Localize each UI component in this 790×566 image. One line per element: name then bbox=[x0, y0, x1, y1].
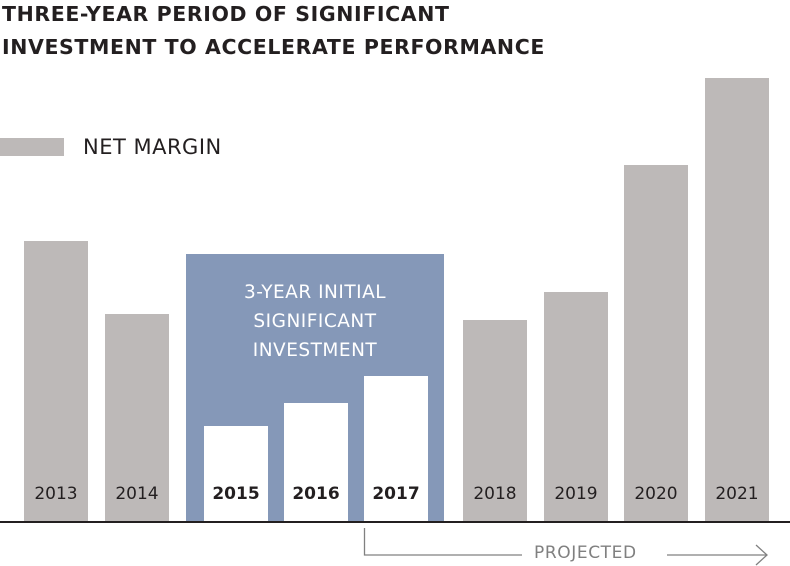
chart-title: THREE-YEAR PERIOD OF SIGNIFICANT INVESTM… bbox=[2, 0, 545, 64]
projected-bracket bbox=[363, 528, 522, 556]
bar-label-2021: 2021 bbox=[715, 484, 759, 504]
bar-label-2019: 2019 bbox=[554, 484, 598, 504]
bar-2019 bbox=[544, 292, 608, 522]
bar-2015 bbox=[204, 426, 268, 522]
legend-swatch bbox=[0, 138, 64, 156]
bar-2018 bbox=[463, 320, 527, 522]
bar-2020 bbox=[624, 165, 688, 522]
legend: NET MARGIN bbox=[0, 135, 222, 159]
bar-2016 bbox=[284, 403, 348, 522]
bar-label-2015: 2015 bbox=[212, 484, 260, 504]
legend-label: NET MARGIN bbox=[83, 135, 222, 159]
investment-highlight-label: 3-YEAR INITIAL SIGNIFICANT INVESTMENT bbox=[243, 282, 387, 361]
bar-label-2017: 2017 bbox=[372, 484, 420, 504]
projected-label: PROJECTED bbox=[534, 543, 637, 563]
bar-2013 bbox=[24, 241, 88, 522]
x-axis-line bbox=[0, 521, 790, 523]
bar-2021 bbox=[705, 78, 769, 522]
bar-label-2020: 2020 bbox=[634, 484, 678, 504]
bar-label-2016: 2016 bbox=[292, 484, 340, 504]
bar-2014 bbox=[105, 314, 169, 522]
bar-label-2014: 2014 bbox=[115, 484, 159, 504]
projected-arrowhead bbox=[755, 544, 768, 566]
bar-label-2013: 2013 bbox=[34, 484, 78, 504]
title-line-1: THREE-YEAR PERIOD OF SIGNIFICANT bbox=[2, 2, 450, 26]
bar-label-2018: 2018 bbox=[473, 484, 517, 504]
bar-2017 bbox=[364, 376, 428, 522]
title-line-2: INVESTMENT TO ACCELERATE PERFORMANCE bbox=[2, 35, 545, 59]
